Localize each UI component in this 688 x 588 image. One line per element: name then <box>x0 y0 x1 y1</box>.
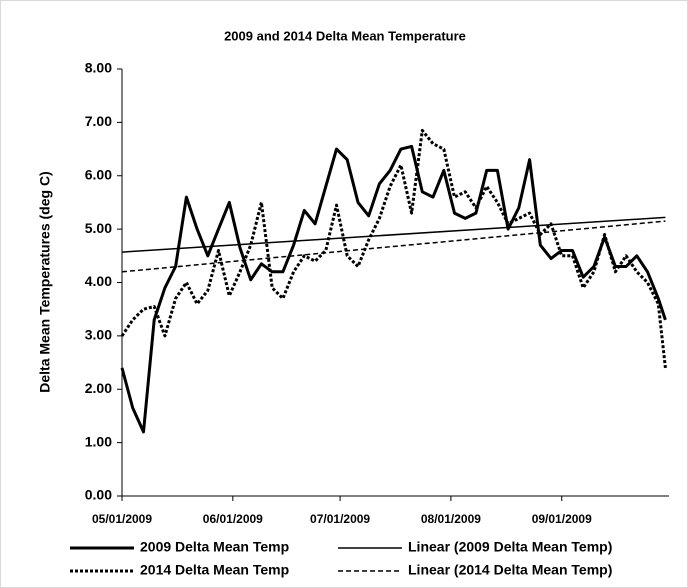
series-line <box>120 128 667 369</box>
series-line <box>121 216 666 253</box>
x-tick-label: 07/01/2009 <box>310 512 370 526</box>
y-tick-label: 3.00 <box>85 327 112 343</box>
legend-label: 2009 Delta Mean Temp <box>140 539 289 555</box>
legend-label: 2014 Delta Mean Temp <box>140 562 289 578</box>
y-tick-label: 6.00 <box>85 166 112 182</box>
legend-label: Linear (2009 Delta Mean Temp) <box>408 539 612 555</box>
x-tick-label: 06/01/2009 <box>203 512 263 526</box>
legend-label: Linear (2014 Delta Mean Temp) <box>408 562 612 578</box>
y-tick-label: 7.00 <box>85 113 112 129</box>
chart-title: 2009 and 2014 Delta Mean Temperature <box>224 28 466 43</box>
series-line <box>121 220 666 273</box>
x-tick-label: 08/01/2009 <box>421 512 481 526</box>
y-tick-label: 8.00 <box>85 60 112 76</box>
y-tick-label: 2.00 <box>85 380 112 396</box>
y-tick-label: 0.00 <box>85 487 112 503</box>
y-tick-label: 4.00 <box>85 273 112 289</box>
series-line <box>120 144 667 434</box>
y-axis-label: Delta Mean Temperatures (deg C) <box>37 171 53 392</box>
x-tick-label: 09/01/2009 <box>532 512 592 526</box>
x-tick-label: 05/01/2009 <box>92 512 152 526</box>
y-tick-label: 1.00 <box>85 433 112 449</box>
y-tick-label: 5.00 <box>85 220 112 236</box>
